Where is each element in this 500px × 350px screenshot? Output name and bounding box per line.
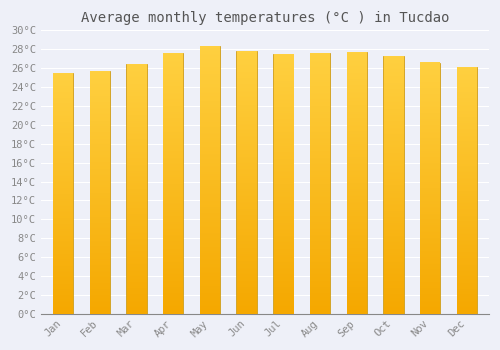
- Bar: [273, 54, 293, 314]
- Bar: [384, 56, 404, 314]
- Bar: [457, 67, 477, 314]
- Bar: [420, 63, 440, 314]
- Bar: [90, 71, 110, 314]
- Title: Average monthly temperatures (°C ) in Tucdao: Average monthly temperatures (°C ) in Tu…: [80, 11, 449, 25]
- Bar: [310, 53, 330, 314]
- Bar: [236, 51, 256, 314]
- Bar: [53, 73, 73, 314]
- Bar: [346, 52, 367, 314]
- Bar: [163, 53, 183, 314]
- Bar: [126, 64, 146, 314]
- Bar: [200, 47, 220, 314]
